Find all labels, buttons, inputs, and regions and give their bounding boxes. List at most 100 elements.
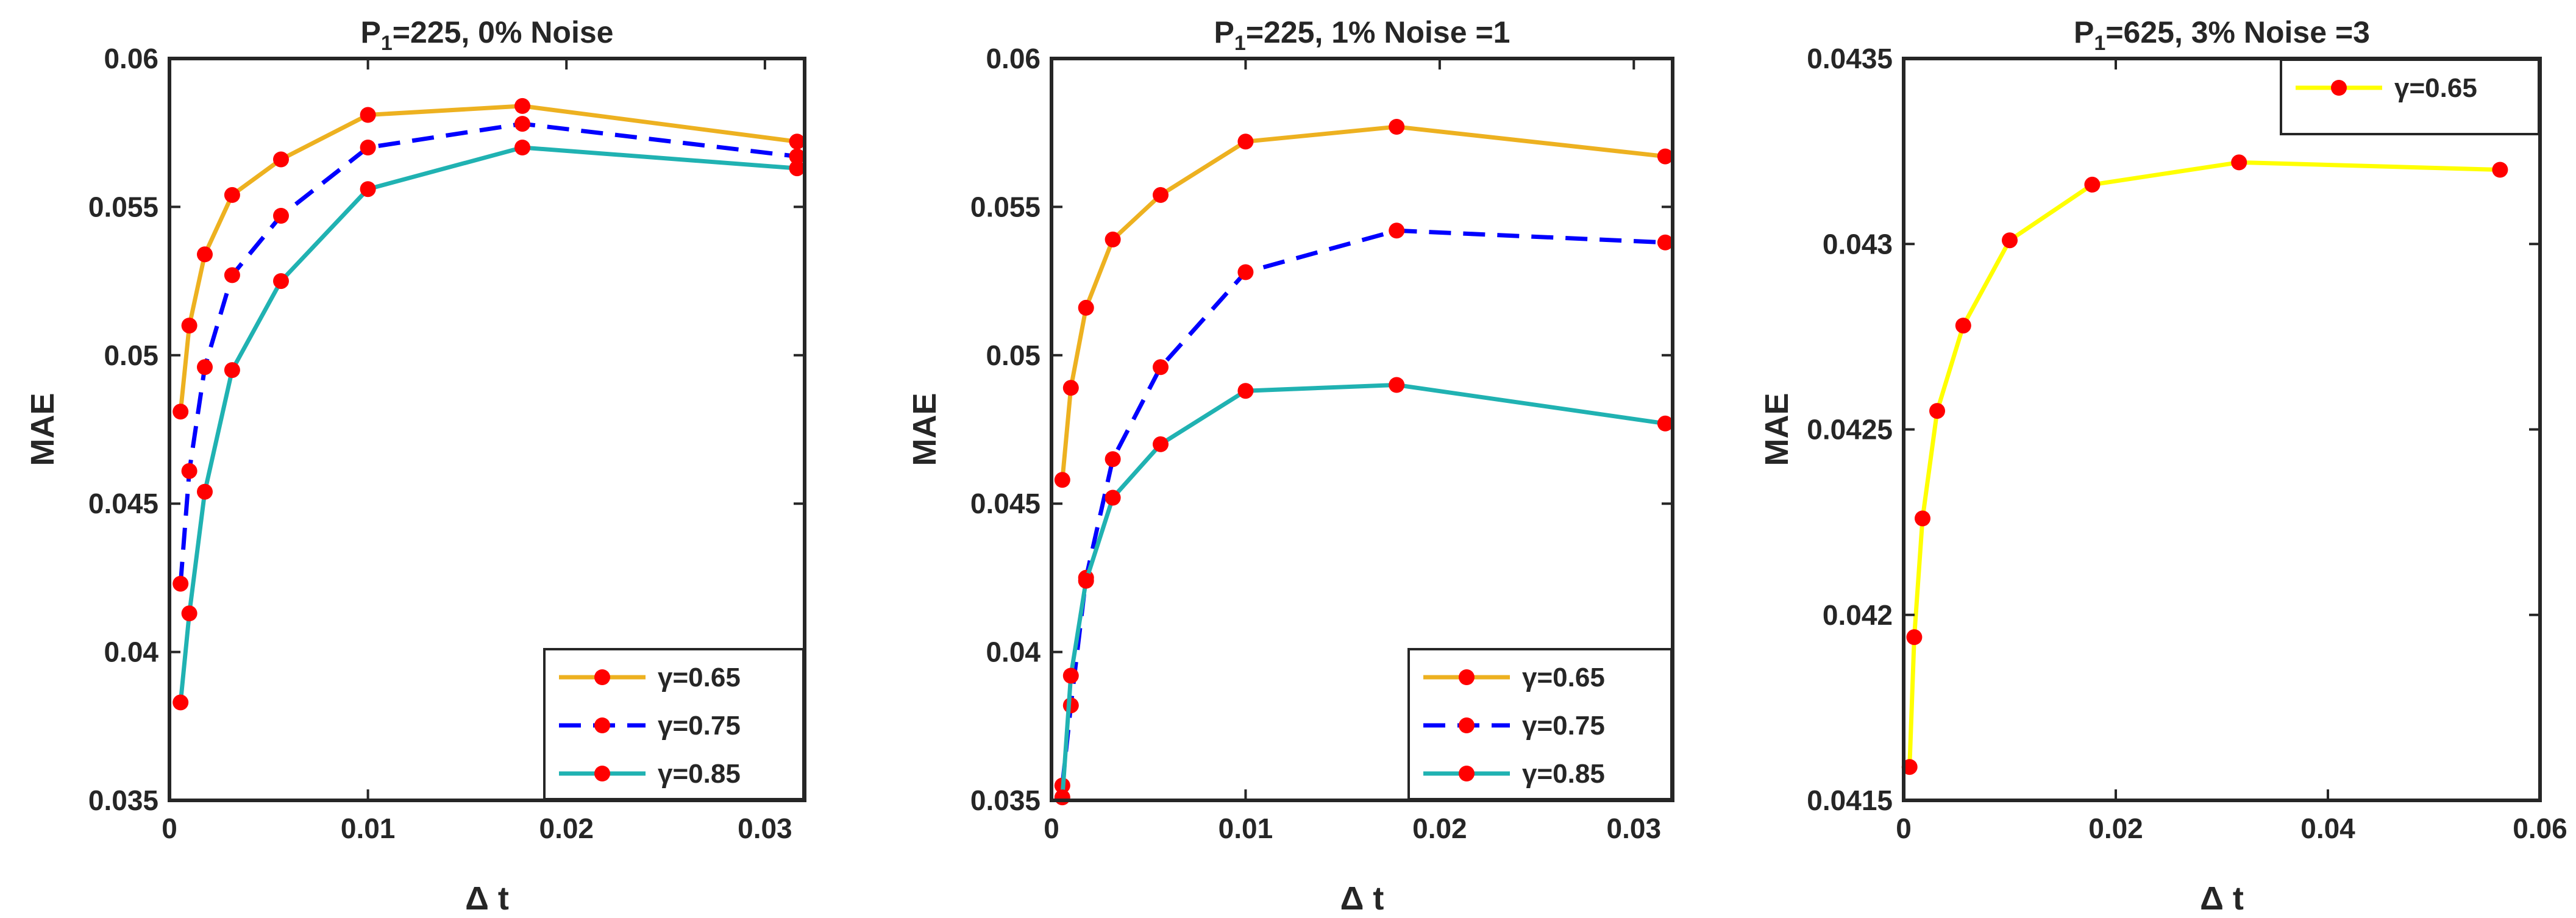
data-point [2492, 162, 2508, 178]
data-point [1389, 377, 1405, 393]
data-point [273, 151, 289, 168]
y-tick-label: 0.043 [1823, 228, 1893, 260]
series-line-1 [178, 104, 798, 412]
legend-swatch-marker [1459, 717, 1475, 733]
y-tick-label: 0.04 [986, 636, 1041, 668]
y-axis-label: MAE [1759, 393, 1795, 466]
y-tick-label: 0.0425 [1807, 414, 1893, 446]
y-tick-label: 0.055 [970, 191, 1041, 222]
data-point [789, 133, 805, 150]
series-line-3 [1060, 383, 1666, 798]
y-tick-label: 0.06 [104, 43, 158, 74]
legend-label: γ=0.75 [1522, 711, 1605, 741]
y-tick-label: 0.04 [104, 636, 158, 668]
x-tick-label: 0.03 [738, 813, 792, 844]
x-tick-label: 0.02 [1412, 813, 1467, 844]
y-tick-label: 0.045 [88, 488, 158, 519]
data-point [1929, 403, 1945, 419]
x-tick-label: 0.02 [2088, 813, 2143, 844]
series-line-2 [178, 121, 798, 584]
chart-panel-3: 0 0.02 0.04 0.06 0.0415 0.042 0.0425 0.043 0.043… [1759, 15, 2567, 917]
y-tick-label: 0.042 [1823, 599, 1893, 631]
data-point [273, 208, 289, 224]
data-point [181, 463, 197, 479]
data-point [224, 362, 240, 379]
data-point [1237, 133, 1254, 150]
series-line-1 [1060, 124, 1666, 480]
data-point [1906, 629, 1923, 646]
axes-box [1050, 57, 1674, 802]
x-tick-label: 0 [1044, 813, 1059, 844]
data-point [1955, 318, 1971, 334]
data-point [789, 160, 805, 177]
y-tick-label: 0.0435 [1807, 43, 1893, 74]
x-tick-label: 0.02 [539, 813, 594, 844]
legend-label: γ=0.85 [1522, 759, 1605, 789]
data-point [1054, 789, 1070, 806]
data-point [1105, 451, 1121, 468]
plot-area [1904, 59, 2540, 800]
chart-title: P1=225, 0% Noise [360, 15, 613, 55]
x-tick-label: 0.01 [341, 813, 396, 844]
legend-swatch-marker [1459, 766, 1475, 781]
data-point [1105, 231, 1121, 247]
legend-swatch-marker [594, 766, 610, 781]
legend-box [2280, 59, 2540, 135]
legend: γ=0.65 γ=0.75 γ=0.85 [543, 648, 805, 800]
data-point [273, 273, 289, 290]
data-point [1153, 436, 1169, 452]
y-axis-label: MAE [24, 393, 61, 466]
y-tick-label: 0.05 [104, 340, 158, 371]
data-point [2002, 232, 2018, 249]
data-point [789, 148, 805, 165]
data-point [1389, 222, 1405, 239]
series-line-3 [178, 145, 797, 703]
data-point [360, 107, 376, 123]
chart-panel-2: 0 0.01 0.02 0.03 0.035 0.04 0.045 0.05 0.055 0.06… [906, 15, 1674, 917]
chart-title: P1=625, 3% Noise =3 [2074, 15, 2370, 55]
y-tick-label: 0.035 [970, 785, 1041, 816]
chart-panel-1: 0 0.01 0.02 0.03 0.035 0.04 0.045 0.05 0.055 0.06… [24, 15, 806, 917]
data-point [1078, 572, 1094, 589]
x-tick-label: 0 [1896, 813, 1912, 844]
series-line-2 [1060, 228, 1666, 786]
y-tick-label: 0.045 [970, 488, 1041, 519]
y-axis-label: MAE [906, 393, 943, 466]
data-point [173, 575, 189, 592]
data-point [1237, 264, 1254, 280]
data-point [224, 267, 240, 283]
legend-label: γ=0.65 [1522, 663, 1605, 692]
data-point [1153, 359, 1169, 375]
data-point [197, 246, 213, 263]
y-tick-label: 0.05 [986, 340, 1041, 371]
legend-swatch-marker [594, 669, 610, 685]
x-tick-label: 0 [162, 813, 177, 844]
legend-swatch-marker [2331, 80, 2347, 96]
axes-box [168, 57, 806, 802]
x-axis-label: Δ t [2200, 880, 2244, 917]
data-point [1657, 234, 1673, 251]
legend-swatch-marker [594, 717, 610, 733]
x-tick-label: 0.01 [1219, 813, 1273, 844]
legend: γ=0.65 [2280, 59, 2540, 135]
legend-label: γ=0.65 [658, 663, 741, 692]
data-point [1389, 119, 1405, 135]
legend-label: γ=0.75 [658, 711, 741, 741]
y-tick-label: 0.06 [986, 43, 1041, 74]
data-point [514, 116, 530, 132]
data-point [1657, 415, 1673, 432]
legend-label: γ=0.65 [2394, 73, 2477, 103]
legend: γ=0.65 γ=0.75 γ=0.85 [1407, 648, 1673, 800]
x-axis-label: Δ t [1340, 880, 1384, 917]
data-point [197, 483, 213, 500]
data-point [1062, 380, 1079, 396]
data-point [1078, 299, 1094, 316]
data-point [173, 404, 189, 420]
data-point [181, 605, 197, 622]
data-point [1915, 510, 1930, 527]
data-point [181, 318, 197, 334]
data-point [514, 140, 530, 155]
chart-title: P1=225, 1% Noise =1 [1214, 15, 1510, 55]
data-point [360, 140, 376, 155]
y-tick-label: 0.0415 [1807, 785, 1893, 816]
